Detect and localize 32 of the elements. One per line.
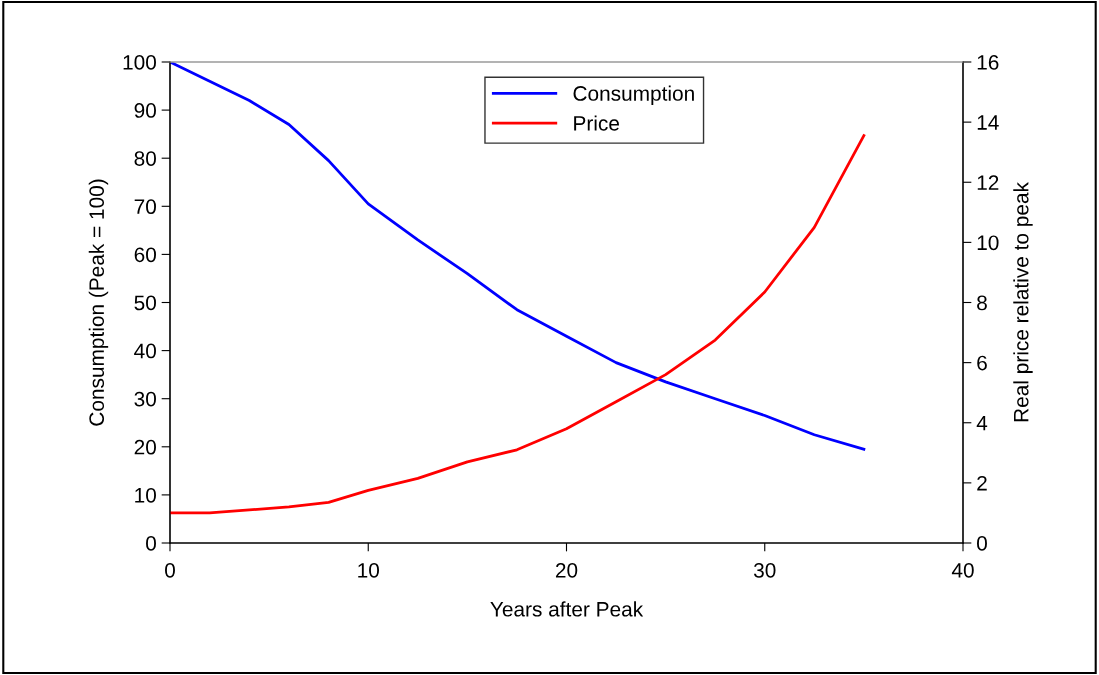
y2-tick-label: 4	[976, 415, 988, 431]
y-tick-label: 70	[134, 199, 156, 215]
line-series	[170, 62, 866, 451]
y-tick-label: 90	[134, 103, 156, 118]
y2-tick-label: 14	[977, 115, 999, 130]
y-tick-label: 20	[134, 439, 156, 455]
y2-tick-label: 8	[977, 295, 987, 311]
x-axis-title: Years after Peak	[490, 601, 644, 617]
y-tick-label: 0	[146, 536, 156, 551]
y2-axis-title: Real price relative to peak	[1013, 182, 1033, 422]
y2-tick-label: 6	[977, 355, 987, 371]
y-tick-label: 80	[134, 151, 156, 166]
x-tick-label: 30	[753, 562, 776, 578]
y-tick-label: 40	[134, 343, 156, 359]
legend-label: Consumption	[573, 85, 694, 105]
x-tick-label: 10	[358, 562, 380, 578]
legend-label: Price	[574, 115, 620, 131]
y-tick-label: 100	[123, 55, 156, 70]
y2-tick-label: 2	[977, 475, 987, 491]
x-tick-label: 20	[555, 562, 578, 578]
y-axis-title: Consumption (Peak = 100)	[88, 179, 109, 426]
y-tick-label: 60	[134, 247, 156, 263]
x-tick-label: 0	[165, 562, 175, 578]
y-tick-label: 30	[134, 391, 156, 407]
y2-tick-label: 12	[977, 175, 999, 190]
y2-tick-label: 16	[977, 55, 999, 70]
y2-tick-label: 0	[977, 536, 987, 551]
y2-tick-label: 10	[977, 235, 999, 251]
x-tick-label: 40	[951, 562, 974, 578]
line-series	[170, 134, 866, 515]
y-tick-label: 50	[134, 295, 156, 311]
y-tick-label: 10	[135, 487, 156, 503]
